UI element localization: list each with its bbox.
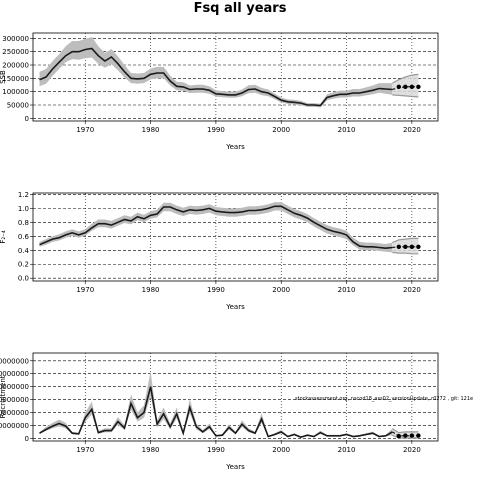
x-tick-label: 2000: [272, 446, 290, 454]
panels: 1970 1980 1990 2000 2010 2020 0 50000 100000 1500…: [0, 32, 473, 471]
confidence-band: [39, 202, 393, 253]
projection-median-line: [391, 431, 419, 437]
y-tick-label: 400000000: [0, 383, 29, 391]
y-tick-label: 0.0: [18, 275, 29, 283]
forecast-point: [416, 433, 421, 438]
panel-3: 1970 1980 1990 2000 2010 2020 0 100000000 200000…: [0, 352, 473, 471]
x-tick-label: 1980: [142, 126, 160, 134]
y-tick-label: 150000: [2, 75, 29, 83]
x-tick-label: 1990: [207, 126, 225, 134]
y-axis-label: F₂₋₄: [0, 230, 7, 244]
x-axis-label: Years: [225, 303, 245, 311]
forecast-point: [403, 244, 408, 249]
forecast-point: [409, 244, 415, 249]
plot-frame: [32, 32, 439, 122]
forecast-point: [416, 244, 421, 249]
x-tick-label: 2000: [272, 286, 290, 294]
plot-frame: [32, 192, 439, 282]
panel-1: 1970 1980 1990 2000 2010 2020 0 50000 100000 1500…: [0, 32, 439, 151]
x-tick-label: 1970: [76, 446, 94, 454]
projection-lower-line: [392, 434, 419, 439]
projection-median-line: [392, 85, 419, 91]
y-tick-label: 500000000: [0, 370, 29, 378]
projection-upper-line: [392, 237, 419, 244]
chart-title: Fsq all years: [194, 1, 287, 16]
y-tick-label: 100000: [2, 88, 29, 96]
forecast-point: [416, 84, 421, 90]
estimate-line: [39, 386, 393, 438]
y-tick-label: 250000: [2, 48, 29, 56]
y-tick-label: 0.4: [18, 247, 30, 255]
x-tick-label: 2020: [403, 446, 421, 454]
x-tick-label: 1990: [207, 286, 225, 294]
x-tick-label: 2010: [338, 446, 356, 454]
y-tick-label: 600000000: [0, 357, 29, 365]
forecast-point: [403, 433, 408, 438]
projection-lower-line: [392, 94, 419, 98]
y-tick-label: 300000: [2, 35, 29, 43]
forecast-point: [396, 84, 402, 90]
estimate-line: [39, 47, 393, 107]
y-tick-label: 200000: [2, 62, 29, 70]
x-tick-label: 1970: [76, 126, 94, 134]
x-tick-label: 2020: [403, 126, 421, 134]
y-axis-label: Recruitment: [0, 375, 7, 418]
plot-frame: [32, 352, 439, 442]
y-tick-label: 1.0: [18, 205, 29, 213]
x-tick-label: 1980: [142, 446, 160, 454]
y-axis-label: SSB: [0, 70, 7, 84]
x-tick-label: 2010: [338, 126, 356, 134]
projection-upper-line: [391, 428, 419, 434]
estimate-line: [39, 205, 393, 250]
x-tick-label: 2000: [272, 126, 290, 134]
y-tick-label: 0: [25, 435, 29, 443]
forecast-point: [396, 244, 402, 249]
forecast-point: [396, 433, 402, 439]
x-tick-label: 1980: [142, 286, 160, 294]
forecast-point: [409, 84, 415, 90]
y-tick-label: 0.6: [18, 233, 30, 241]
y-tick-label: 1.2: [18, 191, 29, 199]
x-axis-label: Years: [225, 143, 245, 151]
y-tick-label: 0.2: [18, 261, 29, 269]
projection-upper-line: [392, 73, 419, 84]
y-tick-label: 100000000: [0, 422, 29, 430]
y-tick-label: 300000000: [0, 396, 29, 404]
x-tick-label: 1990: [207, 446, 225, 454]
source-annotation: stockassessment.org, nscod18_ass02_versi…: [295, 396, 473, 402]
x-tick-label: 1970: [76, 286, 94, 294]
x-axis-label: Years: [225, 463, 245, 471]
y-tick-label: 0: [25, 115, 29, 123]
y-tick-label: 50000: [7, 102, 29, 110]
x-tick-label: 2010: [338, 286, 356, 294]
projection-lower-line: [392, 251, 419, 255]
panel-2: 1970 1980 1990 2000 2010 2020 0.0 0.2 0.4 0.6 0.8 1…: [0, 191, 439, 311]
y-tick-label: 0.8: [18, 219, 29, 227]
forecast-point: [409, 433, 415, 438]
forecast-point: [403, 84, 408, 90]
x-tick-label: 2020: [403, 286, 421, 294]
